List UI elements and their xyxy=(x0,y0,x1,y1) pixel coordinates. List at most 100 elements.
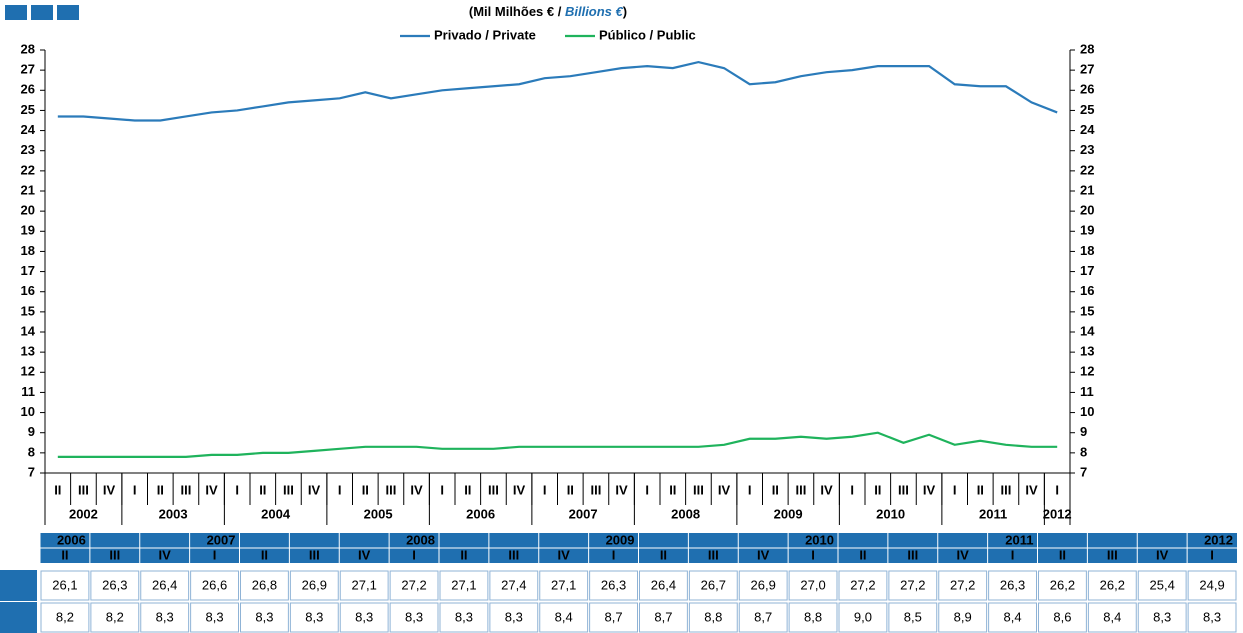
y-tick-label: 13 xyxy=(21,344,35,359)
table-value: 8,6 xyxy=(1053,609,1071,624)
table-cell xyxy=(1187,570,1237,601)
table-cell xyxy=(988,602,1037,633)
y2-tick-label: 24 xyxy=(1080,122,1095,137)
y-tick-label: 16 xyxy=(21,283,35,298)
table-value: 8,3 xyxy=(405,609,423,624)
table-year: 2009 xyxy=(606,532,635,547)
x-tick-label: II xyxy=(259,482,266,497)
x-tick-label: I xyxy=(440,482,444,497)
line-series xyxy=(57,431,1058,458)
y2-tick-label: 16 xyxy=(1080,283,1094,298)
table-quarter: III xyxy=(109,547,120,562)
y2-tick-label: 10 xyxy=(1080,404,1094,419)
x-tick-label: IV xyxy=(308,482,321,497)
table-year: 2008 xyxy=(406,532,435,547)
x-year-label: 2005 xyxy=(364,506,393,521)
y-tick-label: 11 xyxy=(21,384,35,399)
table-value: 8,3 xyxy=(255,609,273,624)
y2-tick-label: 21 xyxy=(1080,182,1094,197)
table-value: 26,2 xyxy=(1050,577,1075,592)
x-year-label: 2004 xyxy=(261,506,291,521)
table-value: 8,3 xyxy=(206,609,224,624)
table-value: 26,1 xyxy=(52,577,77,592)
x-tick-label: II xyxy=(54,482,61,497)
y2-tick-label: 9 xyxy=(1080,424,1087,439)
y-tick-label: 23 xyxy=(21,142,35,157)
table-value: 8,3 xyxy=(355,609,373,624)
y-tick-label: 9 xyxy=(28,424,35,439)
table-value: 8,2 xyxy=(56,609,74,624)
table-quarter: I xyxy=(811,547,815,562)
table-cell xyxy=(439,602,489,633)
title-part: ) xyxy=(623,4,627,19)
table-cell xyxy=(1087,602,1137,633)
y-tick-label: 10 xyxy=(21,404,35,419)
y-tick-label: 15 xyxy=(21,303,35,318)
table-quarter: III xyxy=(907,547,918,562)
y2-tick-label: 19 xyxy=(1080,223,1094,238)
x-tick-label: II xyxy=(567,482,574,497)
table-value: 9,0 xyxy=(854,609,872,624)
x-tick-label: II xyxy=(362,482,369,497)
y2-tick-label: 20 xyxy=(1080,203,1094,218)
table-quarter: II xyxy=(460,547,467,562)
table-value: 26,3 xyxy=(1000,577,1025,592)
logo-block xyxy=(5,5,27,20)
table-value: 26,2 xyxy=(1100,577,1125,592)
x-tick-label: III xyxy=(591,482,602,497)
table-cell xyxy=(40,602,90,633)
x-tick-label: IV xyxy=(103,482,116,497)
y-tick-label: 28 xyxy=(21,41,35,56)
table-value: 27,1 xyxy=(451,577,476,592)
table-cell xyxy=(589,602,638,633)
title-part: (Mil Milhões € / xyxy=(469,4,565,19)
table-cell xyxy=(289,602,339,633)
table-quarter: III xyxy=(1107,547,1118,562)
x-year-label: 2011 xyxy=(979,506,1007,521)
y2-tick-label: 22 xyxy=(1080,162,1094,177)
table-value: 27,1 xyxy=(551,577,576,592)
table-cell xyxy=(1137,570,1187,601)
y2-tick-label: 11 xyxy=(1080,384,1094,399)
y2-tick-label: 13 xyxy=(1080,344,1094,359)
x-year-label: 2007 xyxy=(569,506,598,521)
table-cell xyxy=(738,602,788,633)
y2-tick-label: 15 xyxy=(1080,303,1094,318)
table-value: 8,3 xyxy=(1203,609,1221,624)
table-cell xyxy=(888,570,938,601)
table-cell xyxy=(788,602,838,633)
table-cell xyxy=(90,602,140,633)
x-tick-label: II xyxy=(772,482,779,497)
table-cell xyxy=(589,570,638,601)
table-quarter: IV xyxy=(159,547,172,562)
table-cell xyxy=(539,570,589,601)
table-quarter: II xyxy=(1059,547,1066,562)
table-value: 8,3 xyxy=(156,609,174,624)
x-tick-label: IV xyxy=(820,482,833,497)
line-series xyxy=(57,60,1058,122)
table-cell xyxy=(240,570,289,601)
x-tick-label: I xyxy=(133,482,137,497)
table-cell xyxy=(738,570,788,601)
table-value: 24,9 xyxy=(1199,577,1224,592)
table-value: 26,4 xyxy=(651,577,676,592)
x-tick-label: I xyxy=(235,482,239,497)
table-cell xyxy=(489,602,539,633)
table-value: 8,7 xyxy=(754,609,772,624)
x-tick-label: I xyxy=(1055,482,1059,497)
table-value: 27,0 xyxy=(800,577,825,592)
table-value: 8,3 xyxy=(1153,609,1171,624)
x-tick-label: I xyxy=(338,482,342,497)
table-quarter: I xyxy=(213,547,217,562)
table-quarter: I xyxy=(1210,547,1214,562)
x-tick-label: III xyxy=(78,482,89,497)
table-value: 8,9 xyxy=(954,609,972,624)
x-year-label: 2006 xyxy=(466,506,495,521)
table-cell xyxy=(688,602,738,633)
x-tick-label: II xyxy=(464,482,471,497)
table-value: 26,3 xyxy=(601,577,626,592)
table-quarter: I xyxy=(1011,547,1015,562)
table-cell xyxy=(389,602,439,633)
table-value: 27,2 xyxy=(900,577,925,592)
